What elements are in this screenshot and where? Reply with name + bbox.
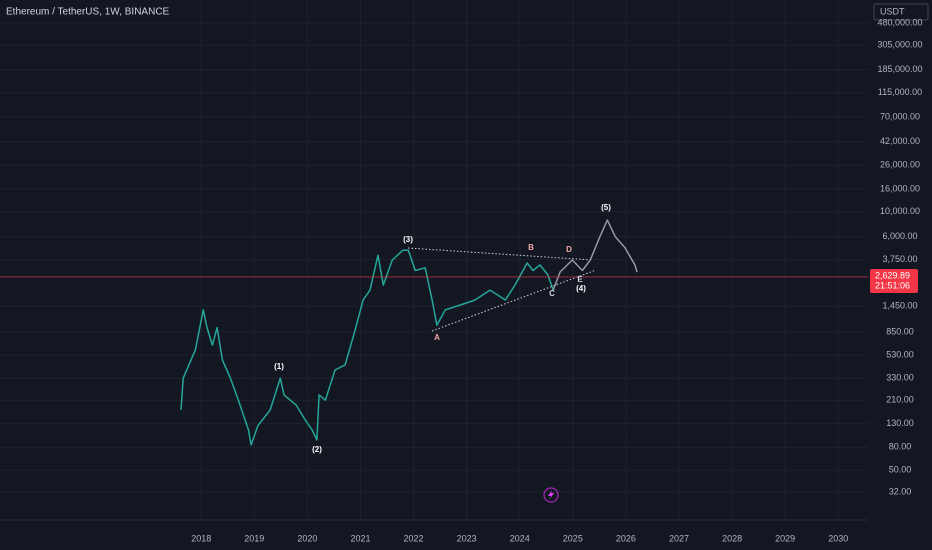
last-price-box: [870, 268, 918, 293]
price-line: [552, 219, 638, 291]
countdown: 21:51:06: [875, 280, 910, 290]
wave-label: E: [577, 275, 583, 284]
y-tick-label: 330.00: [886, 373, 914, 383]
event-icon[interactable]: [543, 487, 559, 503]
x-tick-label: 2029: [775, 533, 795, 543]
x-tick-label: 2018: [191, 533, 211, 543]
wave-label: (5): [601, 203, 611, 212]
last-price-label: 2,629.89: [875, 270, 910, 280]
x-tick-label: 2020: [297, 533, 317, 543]
y-tick-label: 130.00: [886, 418, 914, 428]
y-tick-label: 850.00: [886, 326, 914, 336]
x-tick-label: 2028: [722, 533, 742, 543]
wave-label: D: [566, 245, 572, 254]
currency-button[interactable]: [873, 3, 929, 21]
trendline-lower: [431, 269, 597, 332]
currency[interactable]: USDT: [880, 6, 905, 16]
wave-label: (4): [576, 284, 586, 293]
wave-label: A: [434, 333, 440, 342]
y-tick-label: 42,000.00: [880, 136, 920, 146]
y-tick-label: 26,000.00: [880, 160, 920, 170]
y-tick-label: 32.00: [889, 486, 912, 496]
x-tick-label: 2022: [404, 533, 424, 543]
y-tick-label: 1,450.00: [882, 300, 917, 310]
x-tick-label: 2021: [350, 533, 370, 543]
trendline-upper: [407, 247, 593, 261]
wave-label: (3): [403, 235, 413, 244]
y-tick-label: 530.00: [886, 349, 914, 359]
y-tick-label: 480,000.00: [877, 17, 922, 27]
x-tick-label: 2026: [616, 533, 636, 543]
y-tick-label: 3,750.00: [882, 254, 917, 264]
wave-label: (2): [312, 445, 322, 454]
y-tick-label: 80.00: [889, 442, 912, 452]
symbol-title: Ethereum / TetherUS, 1W, BINANCE: [6, 7, 170, 18]
y-tick-label: 50.00: [889, 465, 912, 475]
x-tick-label: 2027: [669, 533, 689, 543]
x-tick-label: 2030: [828, 533, 848, 543]
x-tick-label: 2019: [244, 533, 264, 543]
y-tick-label: 185,000.00: [877, 64, 922, 74]
wave-label: B: [528, 243, 534, 252]
y-tick-label: 305,000.00: [877, 40, 922, 50]
y-tick-label: 70,000.00: [880, 111, 920, 121]
event-icon-bolt: [548, 490, 554, 500]
y-tick-label: 210.00: [886, 395, 914, 405]
y-tick-label: 115,000.00: [878, 87, 922, 97]
wave-label: C: [549, 289, 555, 298]
grid: [0, 0, 868, 520]
price-line: [180, 249, 554, 446]
x-tick-label: 2025: [563, 533, 583, 543]
x-tick-label: 2023: [457, 533, 477, 543]
wave-label: (1): [274, 362, 284, 371]
y-tick-label: 16,000.00: [880, 183, 920, 193]
y-tick-label: 6,000.00: [882, 231, 917, 241]
x-tick-label: 2024: [510, 533, 530, 543]
y-tick-label: 10,000.00: [880, 206, 920, 216]
